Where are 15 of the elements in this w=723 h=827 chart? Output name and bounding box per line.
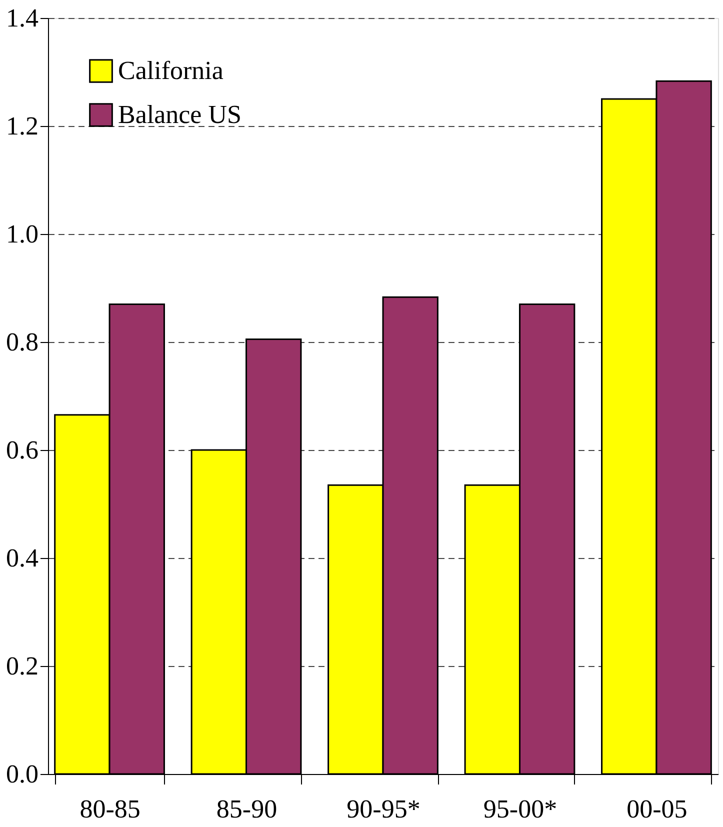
y-tick-label: 0.6 bbox=[6, 436, 38, 464]
x-tick-label: 95-00* bbox=[483, 794, 558, 824]
y-tick-label: 1.2 bbox=[6, 112, 38, 140]
y-tick-label: 0.0 bbox=[6, 760, 38, 788]
y-tick-label: 1.0 bbox=[6, 220, 38, 248]
y-tick-label: 0.8 bbox=[6, 328, 38, 356]
x-tick-label: 90-95* bbox=[346, 794, 420, 824]
y-tick-label: 1.4 bbox=[6, 4, 38, 32]
y-tick-label: 0.2 bbox=[6, 652, 38, 680]
y-tick-label: 0.4 bbox=[6, 544, 38, 572]
legend-label: California bbox=[118, 56, 224, 85]
legend-label: Balance US bbox=[118, 100, 242, 129]
x-tick-label: 80-85 bbox=[80, 794, 140, 824]
x-tick-label: 85-90 bbox=[216, 794, 278, 824]
x-tick-label: 00-05 bbox=[626, 794, 688, 824]
